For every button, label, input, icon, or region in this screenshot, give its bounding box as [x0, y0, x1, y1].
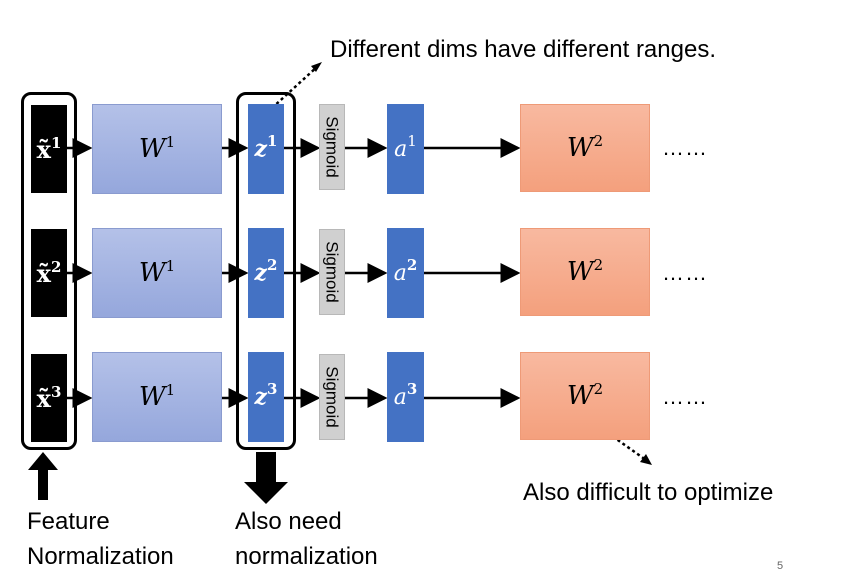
dotted-pointer-bottom: [597, 424, 647, 462]
x1-label: x̃1: [36, 133, 62, 164]
also-need-label-line1: Also need: [235, 508, 342, 535]
sigmoid-box-row2: Sigmoid: [319, 229, 345, 315]
z2-label: z2: [254, 256, 278, 287]
w1-box-row3: W1: [92, 352, 222, 442]
ellipsis-row1: ……: [662, 135, 708, 160]
also-need-label-line2: normalization: [235, 543, 378, 570]
input-x2-box: x̃2: [31, 229, 67, 317]
also-need-down-arrow: [244, 452, 288, 504]
x3-label: x̃3: [36, 382, 62, 413]
a3-box: a3: [387, 352, 424, 442]
annotation-difficult-optimize: Also difficult to optimize: [523, 479, 774, 506]
w2-box-row2: W2: [520, 228, 650, 316]
w1-box-row1: W1: [92, 104, 222, 194]
z3-label: z3: [254, 380, 278, 411]
a3-label: a3: [393, 379, 418, 410]
w1-box-row2: W1: [92, 228, 222, 318]
z1-label: z1: [254, 132, 278, 163]
z-norm-bracket: [236, 92, 296, 450]
dotted-pointer-top: [271, 65, 319, 109]
w2-label: W2: [566, 256, 604, 287]
w2-label: W2: [566, 380, 604, 411]
input-x3-box: x̃3: [31, 354, 67, 442]
sigmoid-label: Sigmoid: [323, 241, 343, 303]
z3-box: z3: [248, 352, 284, 442]
w2-box-row3: W2: [520, 352, 650, 440]
w1-label: W1: [138, 257, 176, 288]
feature-norm-label-line1: Feature: [27, 508, 110, 535]
input-x1-box: x̃1: [31, 105, 67, 193]
ellipsis-row2: ……: [662, 260, 708, 285]
a2-box: a2: [387, 228, 424, 318]
w2-box-row1: W2: [520, 104, 650, 192]
page-number: 5: [777, 560, 784, 572]
w1-label: W1: [138, 381, 176, 412]
feature-norm-up-arrow: [28, 452, 58, 500]
annotation-different-ranges: Different dims have different ranges.: [330, 36, 716, 63]
a1-box: a1: [387, 104, 424, 194]
feature-norm-bracket: [21, 92, 77, 450]
x2-label: x̃2: [36, 257, 62, 288]
ellipsis-row3: ……: [662, 384, 708, 409]
z1-box: z1: [248, 104, 284, 194]
w2-label: W2: [566, 132, 604, 163]
sigmoid-label: Sigmoid: [323, 366, 343, 428]
z2-box: z2: [248, 228, 284, 318]
sigmoid-box-row1: Sigmoid: [319, 104, 345, 190]
a2-label: a2: [393, 255, 418, 286]
a1-label: a1: [394, 131, 417, 162]
sigmoid-label: Sigmoid: [323, 116, 343, 178]
sigmoid-box-row3: Sigmoid: [319, 354, 345, 440]
dotted-pointer-top-head: [311, 62, 322, 72]
w1-label: W1: [138, 133, 176, 164]
dotted-pointer-bottom-head: [640, 454, 652, 465]
feature-norm-label-line2: Normalization: [27, 543, 174, 570]
